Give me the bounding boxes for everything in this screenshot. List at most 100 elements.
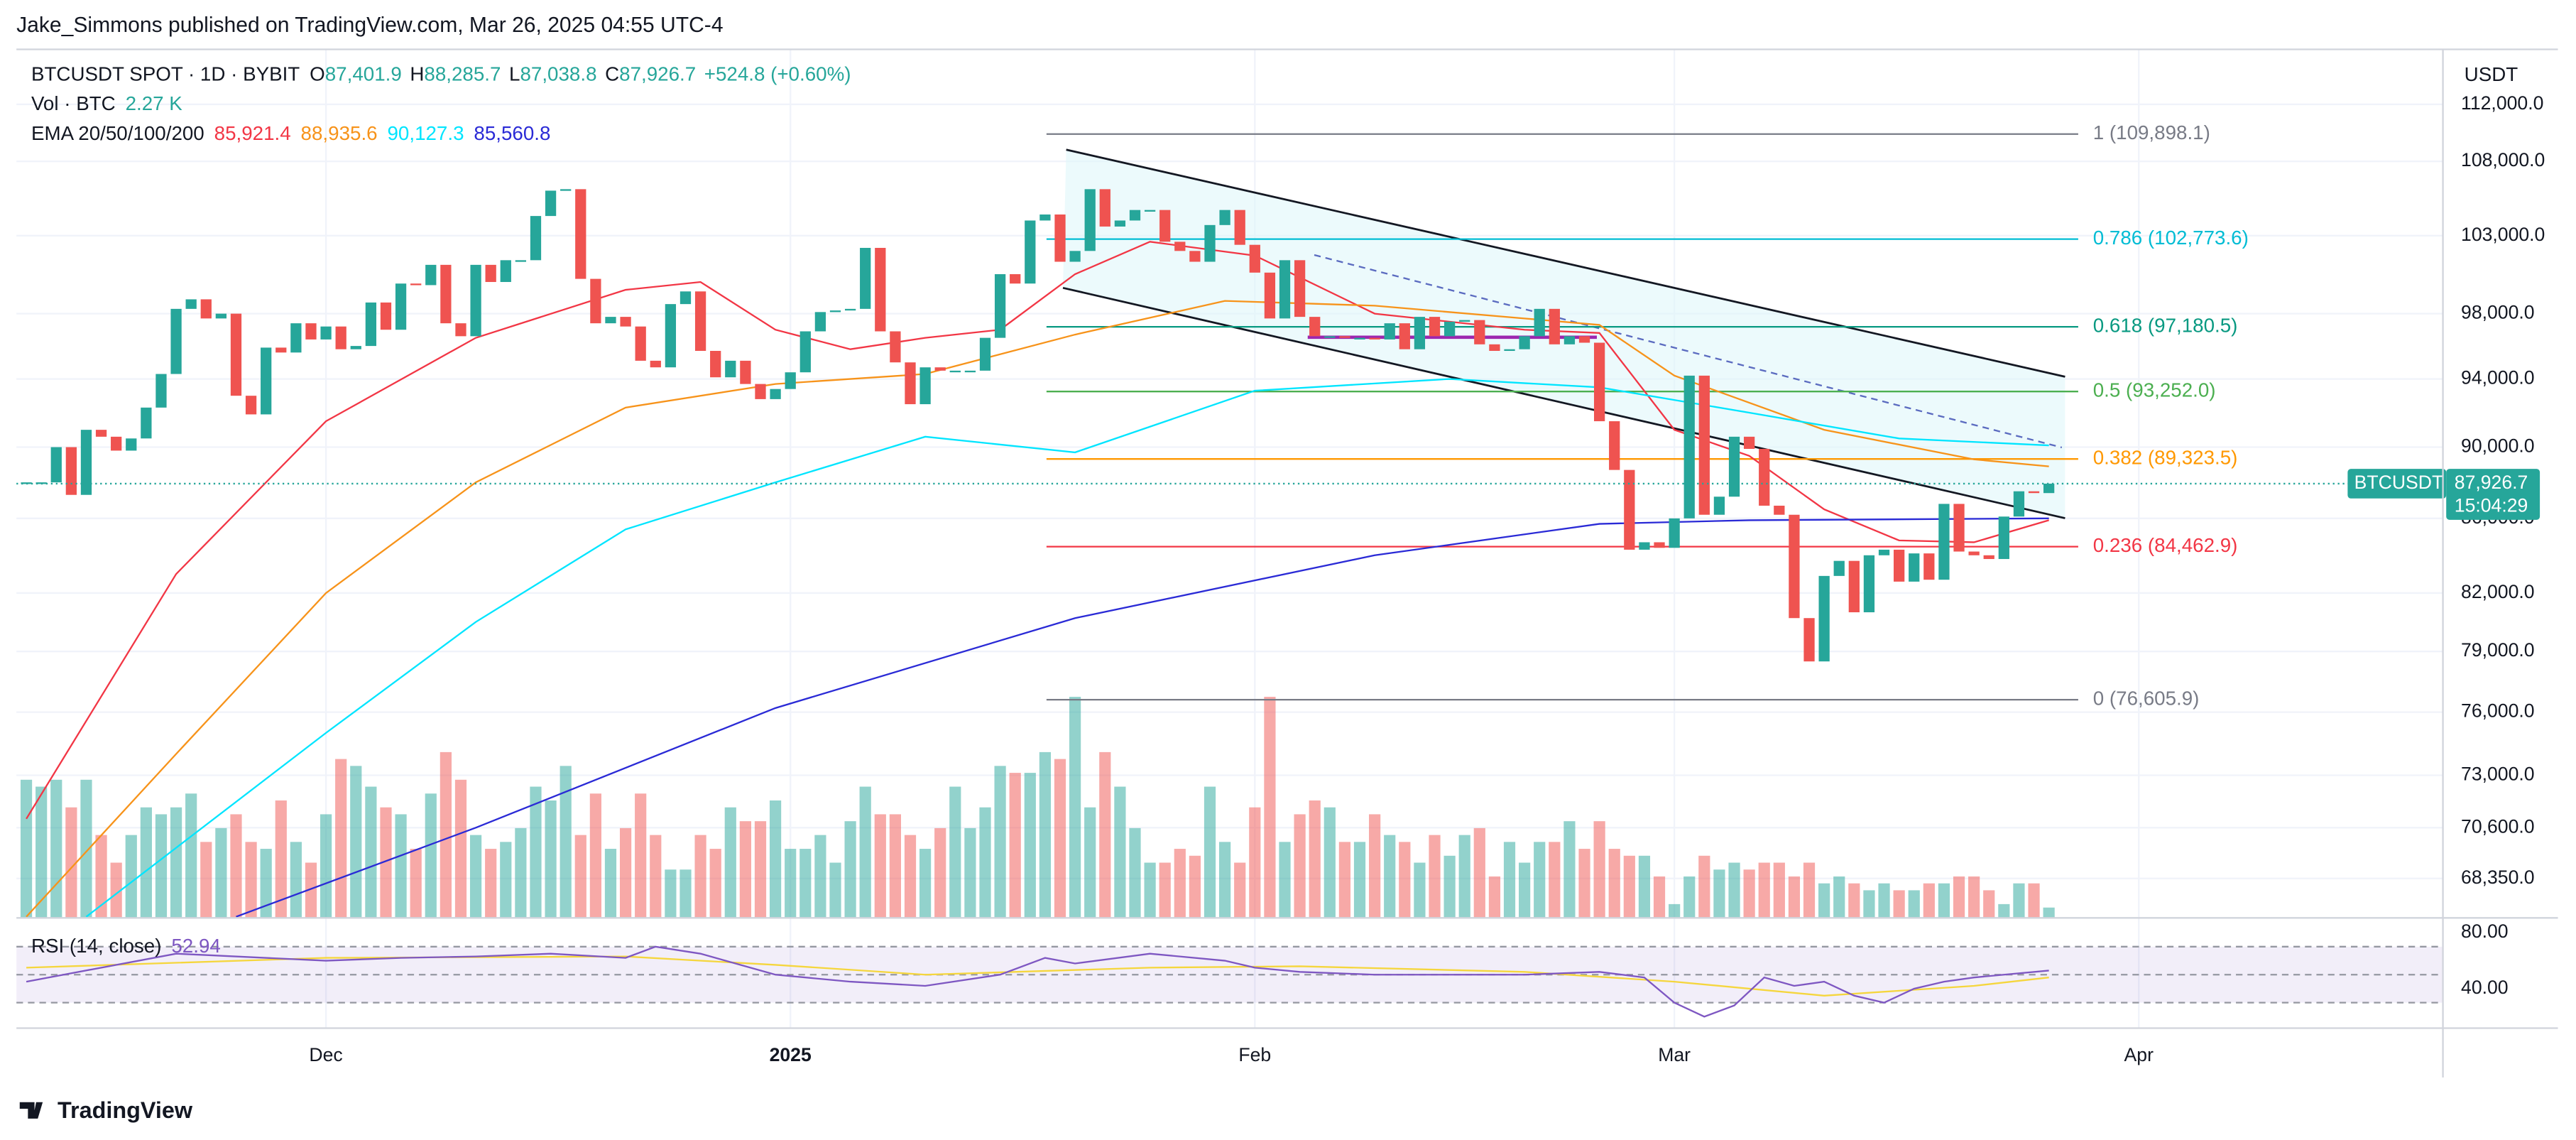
candle [1144,210,1156,212]
candle [1069,251,1081,262]
volume-bar [1788,876,1801,918]
volume-bar [919,849,932,918]
volume-bar [889,814,901,918]
candle [1489,344,1500,352]
candle [1054,214,1066,262]
candle [1893,549,1905,582]
volume-bar [1983,890,1995,918]
candle [380,302,392,330]
candle [155,374,167,408]
brand: TradingView [58,1097,193,1123]
candle [1698,375,1710,515]
candle [665,304,677,368]
publisher: Jake_Simmons published on TradingView.co… [16,13,723,37]
volume-bar [1024,773,1036,918]
y-tick-label: 68,350.0 [2461,867,2535,888]
candle [575,189,586,279]
candle [1863,555,1875,613]
volume-bar [140,807,152,918]
candle [170,308,182,374]
volume-bar [979,807,991,918]
volume-bar [1069,697,1081,918]
candle [126,438,137,451]
y-tick-label: 94,000.0 [2461,367,2535,389]
candle [1774,505,1785,515]
candle [200,299,212,319]
volume-bar [545,800,557,918]
volume-bar [1189,855,1201,918]
candle [905,362,916,405]
ohlc-value: 88,285.7 [424,63,501,85]
volume-bar [829,862,841,918]
volume-bar [1669,903,1681,918]
candle [919,367,931,405]
candle [1728,436,1740,497]
volume-bar [1114,786,1126,918]
candle [875,247,886,332]
candle [425,264,437,286]
candle [410,283,422,286]
x-tick-label: Apr [2124,1044,2154,1065]
volume-bar [500,842,512,918]
last-price-symbol: BTCUSDT [2354,472,2444,493]
y-tick-label: 103,000.0 [2461,224,2545,245]
volume-bar [769,800,782,918]
candle [994,274,1006,338]
volume-bar [1084,807,1096,918]
candle [245,396,257,415]
candle [1369,337,1380,340]
candle [1803,618,1815,662]
candle [1669,518,1680,548]
candle [2028,491,2040,494]
candle [560,189,572,191]
volume-bar [799,849,812,918]
candle [395,283,407,330]
volume-bar [425,793,437,918]
volume-bar [1563,821,1576,918]
volume-bar [335,759,347,918]
candle [1429,317,1441,337]
volume-bar [454,779,467,918]
volume-bar [36,786,48,918]
volume-bar [1923,883,1935,918]
last-price-value: 87,926.7 [2455,472,2528,493]
x-tick-label: 2025 [770,1044,812,1065]
volume-bar [290,842,302,918]
candle [620,317,631,327]
volume-bar [1249,807,1261,918]
volume-bar [1743,869,1755,918]
volume-bar [1698,855,1710,918]
volume-bar [1324,807,1336,918]
candle [1294,260,1306,317]
volume [20,697,2055,918]
last-price-box [2347,469,2447,499]
x-tick-label: Dec [309,1044,342,1065]
candle [500,260,511,283]
volume-bar [395,814,407,918]
candle [1609,421,1620,470]
volume-bar [50,779,62,918]
channel-upper [1066,148,2065,378]
candle [111,436,122,451]
candle [844,308,856,311]
candle [1549,308,1560,344]
candle [725,360,736,378]
candle [1983,555,1994,560]
volume-bar [1968,876,1980,918]
candle [1504,349,1515,352]
volume-bar [949,786,961,918]
legend-vol: Vol · BTC 2.27 K [31,93,182,115]
candle [365,302,377,347]
candle [335,326,346,349]
volume-bar [1443,855,1456,918]
fib: 1 (109,898.1) 0.786 (102,773.6) 0.618 (97,… [1046,121,2249,709]
rsi-legend: RSI (14, close) 52.94 [31,935,221,957]
volume-bar [440,751,452,918]
volume-bar [469,835,482,918]
candles [21,189,2055,662]
volume-bar [739,821,751,918]
volume-bar [1009,773,1021,918]
candle [1174,241,1186,251]
volume-bar [994,766,1006,918]
